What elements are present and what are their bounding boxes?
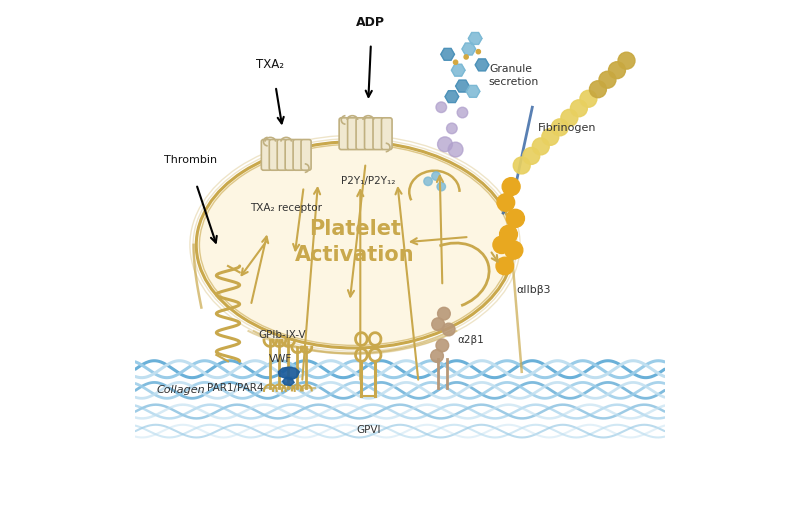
Text: αIIbβ3: αIIbβ3: [517, 285, 551, 295]
Circle shape: [561, 110, 578, 126]
Text: P2Y₁/P2Y₁₂: P2Y₁/P2Y₁₂: [341, 176, 395, 186]
Text: TXA₂: TXA₂: [256, 59, 284, 71]
Circle shape: [464, 55, 468, 59]
Circle shape: [580, 90, 597, 107]
Polygon shape: [475, 59, 489, 71]
Ellipse shape: [196, 142, 514, 348]
Circle shape: [599, 71, 616, 88]
Text: ADP: ADP: [356, 16, 386, 29]
Polygon shape: [462, 43, 476, 55]
Circle shape: [432, 172, 440, 180]
FancyBboxPatch shape: [301, 139, 311, 170]
Polygon shape: [282, 377, 294, 386]
Circle shape: [436, 339, 449, 352]
Circle shape: [502, 178, 520, 196]
Circle shape: [514, 157, 530, 174]
Circle shape: [570, 100, 587, 117]
FancyBboxPatch shape: [278, 139, 287, 170]
Circle shape: [454, 60, 458, 64]
Circle shape: [506, 209, 525, 228]
Circle shape: [448, 142, 463, 157]
Circle shape: [432, 318, 445, 330]
FancyBboxPatch shape: [285, 139, 295, 170]
FancyBboxPatch shape: [365, 118, 375, 149]
Circle shape: [476, 49, 481, 54]
Circle shape: [522, 147, 540, 164]
FancyBboxPatch shape: [270, 139, 279, 170]
Circle shape: [437, 182, 446, 191]
Circle shape: [424, 177, 432, 186]
Circle shape: [532, 138, 550, 155]
FancyBboxPatch shape: [348, 118, 358, 149]
Polygon shape: [455, 80, 470, 92]
Circle shape: [542, 128, 558, 145]
Circle shape: [457, 107, 468, 118]
FancyBboxPatch shape: [373, 118, 383, 149]
Text: Fibrinogen: Fibrinogen: [538, 123, 596, 134]
Circle shape: [497, 194, 514, 211]
Circle shape: [438, 137, 452, 152]
Polygon shape: [451, 64, 465, 76]
FancyBboxPatch shape: [293, 139, 303, 170]
FancyBboxPatch shape: [262, 139, 271, 170]
Polygon shape: [278, 367, 299, 380]
Text: Platelet
Activation: Platelet Activation: [295, 219, 415, 265]
Circle shape: [496, 257, 514, 275]
Polygon shape: [468, 32, 482, 44]
Text: Granule
secretion: Granule secretion: [489, 64, 539, 87]
FancyBboxPatch shape: [356, 118, 366, 149]
Circle shape: [609, 62, 626, 79]
Polygon shape: [466, 86, 480, 97]
Text: GPVI: GPVI: [356, 425, 381, 435]
Circle shape: [551, 119, 568, 136]
Text: α2β1: α2β1: [457, 335, 484, 345]
Circle shape: [442, 323, 455, 336]
Circle shape: [493, 236, 510, 254]
Text: PAR1/PAR4: PAR1/PAR4: [206, 383, 263, 393]
Circle shape: [438, 307, 450, 320]
Text: GPIb-IX-V: GPIb-IX-V: [258, 330, 306, 340]
Text: Thrombin: Thrombin: [165, 155, 218, 165]
Circle shape: [430, 350, 443, 362]
Text: Collagen: Collagen: [157, 385, 205, 395]
Text: VWF: VWF: [270, 354, 293, 363]
Circle shape: [500, 226, 518, 243]
FancyBboxPatch shape: [339, 118, 350, 149]
Circle shape: [505, 241, 523, 259]
FancyBboxPatch shape: [382, 118, 392, 149]
Circle shape: [446, 123, 457, 134]
Circle shape: [436, 102, 446, 113]
Polygon shape: [441, 48, 454, 60]
Polygon shape: [445, 90, 458, 103]
Text: TXA₂ receptor: TXA₂ receptor: [250, 203, 322, 213]
Circle shape: [590, 81, 606, 98]
Circle shape: [618, 52, 635, 69]
